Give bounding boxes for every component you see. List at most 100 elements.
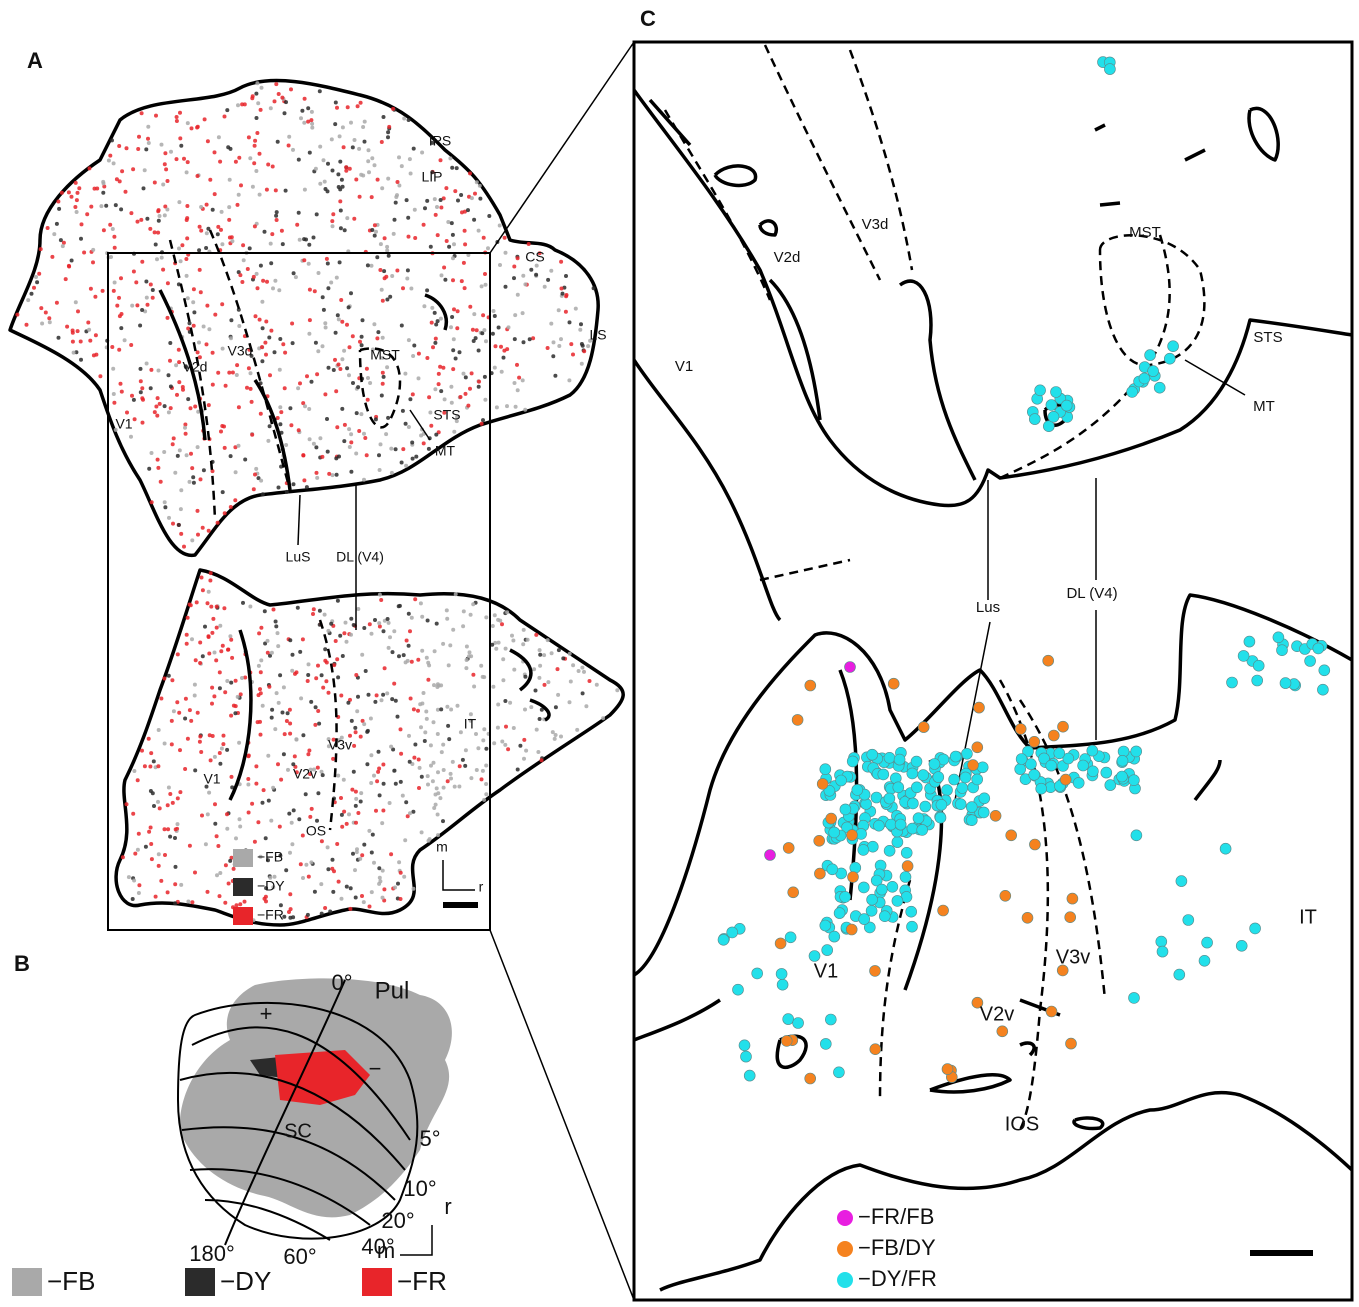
cell-dot	[328, 909, 333, 914]
cell-dot	[174, 119, 179, 123]
cell-dot	[411, 809, 416, 814]
cell-dot	[1065, 1037, 1077, 1050]
cell-dot	[177, 360, 182, 365]
cell-dot	[362, 431, 366, 436]
cell-dot	[419, 774, 424, 779]
cell-dot	[425, 288, 430, 293]
cell-dot	[183, 425, 187, 430]
cell-dot	[438, 796, 443, 801]
cell-dot	[261, 788, 266, 793]
legend-swatch	[185, 1268, 215, 1296]
cell-dot	[839, 803, 852, 816]
cell-dot	[263, 894, 268, 899]
cell-dot	[1201, 936, 1213, 949]
cell-dot	[844, 661, 856, 673]
cell-dot	[441, 768, 446, 772]
cell-dot	[65, 324, 70, 329]
cell-dot	[406, 425, 411, 429]
cell-dot	[168, 792, 173, 796]
cell-dot	[214, 625, 219, 630]
cell-dot	[451, 627, 456, 632]
map-label: 180°	[189, 1241, 235, 1266]
cell-dot	[576, 669, 581, 673]
cell-dot	[367, 904, 372, 909]
cell-dot	[156, 728, 161, 732]
cell-dot	[284, 100, 288, 105]
cell-dot	[302, 478, 307, 483]
cell-dot	[195, 125, 200, 130]
cell-dot	[320, 454, 325, 459]
cell-dot	[584, 704, 589, 709]
cell-dot	[553, 705, 558, 710]
cell-dot	[1104, 63, 1116, 75]
cell-dot	[1128, 774, 1140, 787]
cell-dot	[248, 386, 253, 391]
cell-dot	[307, 748, 312, 753]
cell-dot	[276, 92, 281, 96]
cell-dot	[949, 750, 962, 763]
cell-dot	[260, 345, 264, 350]
legend-swatch	[837, 1210, 853, 1226]
cell-dot	[520, 311, 525, 316]
cell-dot	[515, 292, 520, 297]
cell-dot	[332, 663, 337, 668]
cell-dot	[428, 743, 433, 748]
cell-dot	[588, 338, 593, 343]
cell-dot	[462, 228, 467, 233]
cell-dot	[1072, 777, 1085, 789]
cell-dot	[58, 238, 63, 243]
cell-dot	[385, 691, 390, 696]
cell-dot	[1304, 655, 1316, 667]
cell-dot	[561, 656, 566, 661]
cell-dot	[250, 184, 255, 189]
cell-dot	[887, 677, 900, 690]
cell-dot	[194, 600, 199, 605]
cell-dot	[999, 889, 1012, 902]
cell-dot	[1059, 773, 1072, 786]
cell-dot	[406, 234, 411, 239]
cell-dot	[380, 186, 385, 191]
cell-dot	[250, 801, 255, 806]
cell-dot	[178, 790, 183, 795]
cell-dot	[291, 482, 296, 487]
cell-dot	[338, 633, 343, 638]
cell-dot	[910, 755, 923, 768]
cell-dot	[398, 897, 403, 901]
cell-dot	[978, 792, 991, 805]
cell-dot	[216, 135, 221, 140]
cell-dot	[377, 866, 382, 871]
cell-dot	[189, 451, 193, 456]
area-label: IOS	[1005, 1113, 1039, 1135]
cell-dot	[120, 855, 125, 860]
cell-dot	[441, 196, 446, 201]
cell-dot	[410, 762, 415, 766]
cell-dot	[312, 767, 316, 772]
cell-dot	[433, 802, 438, 807]
cell-dot	[346, 305, 351, 310]
cell-dot	[891, 895, 904, 907]
cell-dot	[594, 682, 599, 687]
cell-dot	[131, 167, 136, 172]
cell-dot	[272, 874, 277, 879]
cell-dot	[441, 641, 446, 646]
cell-dot	[429, 763, 433, 768]
cell-dot	[426, 782, 430, 787]
cell-dot	[792, 1017, 804, 1029]
cell-dot	[503, 646, 508, 651]
cell-dot	[298, 649, 303, 654]
panel-letter: B	[14, 951, 30, 976]
cell-dot	[1100, 766, 1113, 779]
cell-dot	[356, 811, 361, 815]
cell-dot	[1251, 674, 1263, 687]
cell-dot	[173, 827, 178, 832]
cell-dot	[380, 868, 385, 873]
cell-dot	[177, 200, 182, 205]
cell-dot	[309, 118, 314, 123]
cell-dot	[262, 609, 267, 614]
orientation-label: r	[444, 1194, 451, 1219]
cell-dot	[559, 259, 564, 264]
cell-dot	[196, 532, 200, 537]
cell-dot	[833, 1066, 845, 1079]
orientation-axes	[400, 1225, 433, 1256]
cell-dot	[431, 760, 436, 765]
